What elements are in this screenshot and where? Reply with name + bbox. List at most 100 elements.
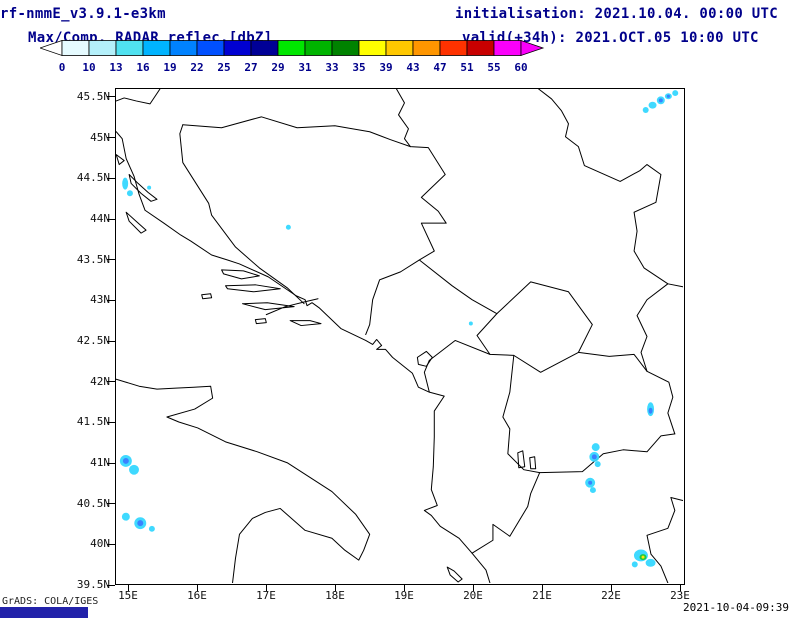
radar-echo — [631, 561, 638, 568]
colorbar-segment — [250, 40, 279, 56]
lon-tick — [196, 585, 198, 591]
coastline-balkan — [116, 132, 490, 583]
border-slovenia-croatia — [116, 89, 160, 104]
colorbar-tick-label: 22 — [190, 61, 203, 74]
lat-tick — [107, 218, 115, 220]
radar-echo — [645, 558, 656, 567]
colorbar-tick-label: 19 — [163, 61, 176, 74]
colorbar-segment — [223, 40, 252, 56]
lat-tick — [107, 421, 115, 423]
border-kosovo — [477, 282, 592, 372]
colorbar-svg: 0 10 13 16 19 22 25 27 29 31 33 35 39 43 47 51 55 60 — [38, 39, 545, 74]
colorbar-segment — [385, 40, 414, 56]
colorbar-tick-label: 47 — [433, 61, 446, 74]
lat-tick — [107, 96, 115, 98]
radar-echo — [672, 90, 679, 97]
radar-echo — [648, 101, 657, 109]
render-timestamp: 2021-10-04-09:39 — [683, 601, 789, 614]
lat-label: 41.5N — [76, 415, 110, 428]
border-serbia-macedonia — [578, 352, 647, 371]
radar-echo — [589, 487, 596, 494]
lat-label: 41N — [90, 456, 110, 469]
colorbar-segment — [304, 40, 333, 56]
coastline-italy — [116, 379, 369, 583]
lon-label: 17E — [256, 589, 276, 602]
colorbar-segment — [115, 40, 144, 56]
lat-tick — [107, 137, 115, 139]
radar-echo — [468, 321, 473, 326]
radar-echo — [591, 454, 597, 460]
border-macedonia-greece — [540, 434, 675, 473]
colorbar-tick-label: 60 — [514, 61, 527, 74]
lon-tick — [403, 585, 405, 591]
lon-tick — [610, 585, 612, 591]
bottom-bar — [0, 607, 88, 618]
radar-echo — [126, 190, 133, 197]
lon-label: 16E — [187, 589, 207, 602]
lat-tick — [107, 299, 115, 301]
lat-tick — [107, 503, 115, 505]
border-macedonia-albania — [503, 355, 540, 472]
colorbar-tick-label: 39 — [379, 61, 392, 74]
colorbar-tick-label: 31 — [298, 61, 312, 74]
lat-label: 40.5N — [76, 497, 110, 510]
lat-label: 45.5N — [76, 90, 110, 103]
radar-echo — [148, 525, 155, 532]
lon-tick — [334, 585, 336, 591]
lat-label: 42N — [90, 375, 110, 388]
radar-echo — [591, 443, 600, 452]
colorbar-tick-label: 35 — [352, 61, 365, 74]
radar-echo — [642, 106, 649, 113]
colorbar-tick-label: 55 — [487, 61, 500, 74]
colorbar-tick-label: 25 — [217, 61, 230, 74]
border-serbia-bulgaria — [637, 284, 668, 371]
colorbar-segment — [88, 40, 117, 56]
lat-label: 42.5N — [76, 334, 110, 347]
lon-label: 21E — [532, 589, 552, 602]
lat-label: 44.5N — [76, 171, 110, 184]
lat-tick — [107, 584, 115, 586]
border-bosnia-west — [180, 125, 304, 304]
init-time-label: initialisation: 2021.10.04. 00:00 UTC — [455, 6, 778, 22]
radar-echo — [147, 185, 152, 190]
colorbar-segment — [412, 40, 441, 56]
lat-label: 39.5N — [76, 578, 110, 591]
lat-label: 44N — [90, 212, 110, 225]
colorbar-segment — [493, 40, 522, 56]
lat-tick — [107, 259, 115, 261]
lakes-skadar-ohrid-prespa — [417, 351, 535, 468]
radar-echo — [137, 520, 144, 527]
lon-label: 20E — [463, 589, 483, 602]
lat-tick — [107, 381, 115, 383]
colorbar-scale: 0 10 13 16 19 22 25 27 29 31 33 35 39 43 47 51 55 60 — [38, 39, 550, 76]
map-frame — [115, 88, 685, 585]
radar-echo — [122, 457, 129, 464]
border-serbia-romania — [539, 89, 683, 287]
colorbar-segment — [142, 40, 171, 56]
radar-echo — [648, 407, 653, 414]
colorbar-right-arrow — [520, 39, 545, 57]
colorbar-segment — [196, 40, 225, 56]
colorbar-segment — [358, 40, 387, 56]
colorbar-tick-label: 43 — [406, 61, 419, 74]
radar-echo — [285, 224, 291, 230]
lat-label: 43N — [90, 293, 110, 306]
coastline-islands — [116, 155, 462, 582]
colorbar-tick-label: 51 — [460, 61, 474, 74]
lon-label: 22E — [601, 589, 621, 602]
lat-tick — [107, 462, 115, 464]
colorbar-segment — [439, 40, 468, 56]
radar-echo — [122, 177, 129, 190]
border-croatia-serbia — [397, 89, 411, 147]
radar-echo — [121, 512, 130, 521]
colorbar-segment — [277, 40, 306, 56]
border-montenegro-albania — [424, 340, 490, 392]
lon-tick — [127, 585, 129, 591]
lon-tick — [472, 585, 474, 591]
radar-echo — [641, 555, 645, 559]
colorbar-tick-label: 16 — [136, 61, 150, 74]
model-title: rf-nmmE_v3.9.1-e3km — [0, 6, 166, 22]
colorbar-tick-label: 0 — [59, 61, 66, 74]
grads-credit: GrADS: COLA/IGES — [2, 596, 99, 607]
colorbar-segment — [466, 40, 495, 56]
